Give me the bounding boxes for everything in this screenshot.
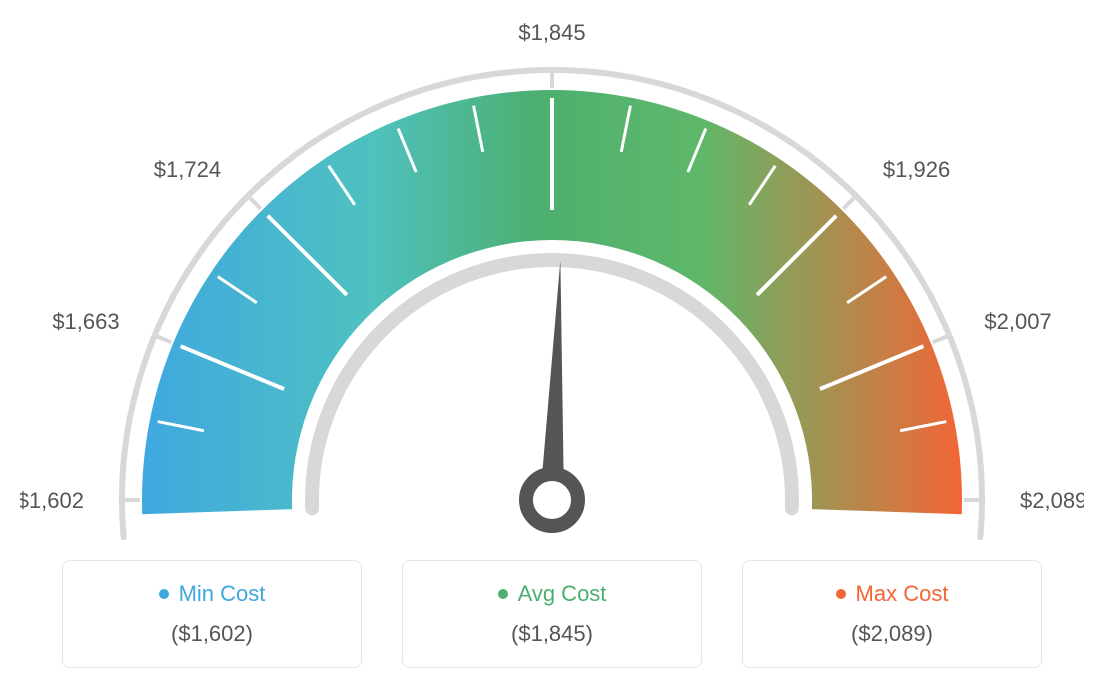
gauge-tick-label: $1,602 [20, 488, 84, 513]
gauge-tick-label: $1,926 [883, 157, 950, 182]
legend-card-max: Max Cost ($2,089) [742, 560, 1042, 668]
legend-label-text: Min Cost [179, 581, 266, 607]
legend-card-avg: Avg Cost ($1,845) [402, 560, 702, 668]
outer-tick [933, 337, 947, 343]
dot-icon [498, 589, 508, 599]
gauge-needle [540, 260, 564, 500]
gauge-tick-label: $1,663 [52, 309, 119, 334]
legend-card-min: Min Cost ($1,602) [62, 560, 362, 668]
gauge-needle-hub [526, 474, 578, 526]
legend-label-min: Min Cost [93, 581, 331, 607]
gauge-svg: $1,602 $1,663 $1,724 $1,845 $1,926 $2,007 $2,0… [20, 20, 1084, 540]
gauge-tick-label: $2,007 [984, 309, 1051, 334]
legend-value-max: ($2,089) [773, 621, 1011, 647]
legend-label-avg: Avg Cost [433, 581, 671, 607]
legend: Min Cost ($1,602) Avg Cost ($1,845) Max … [20, 560, 1084, 668]
legend-label-max: Max Cost [773, 581, 1011, 607]
outer-tick [843, 198, 854, 209]
gauge-tick-label: $1,724 [154, 157, 221, 182]
dot-icon [836, 589, 846, 599]
outer-tick [250, 198, 261, 209]
legend-value-avg: ($1,845) [433, 621, 671, 647]
legend-label-text: Avg Cost [518, 581, 607, 607]
outer-tick [158, 337, 172, 343]
gauge-tick-label: $2,089 [1020, 488, 1084, 513]
dot-icon [159, 589, 169, 599]
gauge-chart: $1,602 $1,663 $1,724 $1,845 $1,926 $2,007 $2,0… [20, 20, 1084, 540]
gauge-tick-label: $1,845 [518, 20, 585, 45]
legend-value-min: ($1,602) [93, 621, 331, 647]
legend-label-text: Max Cost [856, 581, 949, 607]
